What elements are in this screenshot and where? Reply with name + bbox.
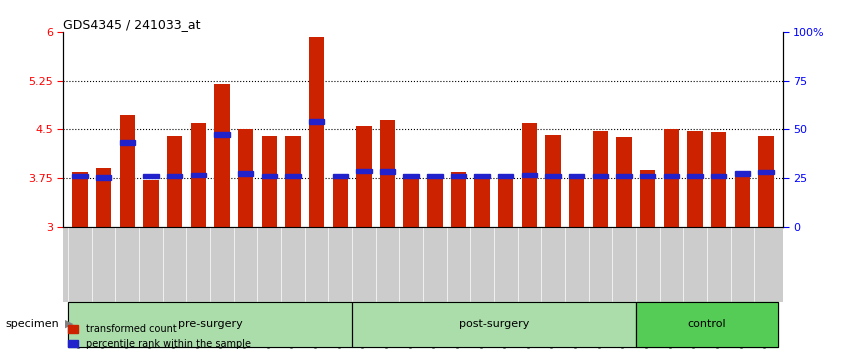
Bar [663,174,679,178]
Bar [238,129,253,227]
Bar [734,173,750,227]
Bar [69,302,352,347]
Bar [758,170,774,175]
Bar [72,174,88,178]
Bar [451,174,466,178]
Bar [475,174,490,178]
Bar [640,170,656,227]
Bar [758,136,774,227]
Bar [380,170,395,174]
Bar [190,173,206,177]
Text: ▶: ▶ [65,319,74,329]
Bar [309,119,324,124]
Text: control: control [688,319,726,330]
Bar [167,136,183,227]
Bar [72,172,88,227]
Bar [617,174,632,178]
Bar [711,174,727,178]
Bar [404,174,419,178]
Bar [687,131,703,227]
Bar [352,302,636,347]
Bar [261,174,277,178]
Bar [451,172,466,227]
Bar [96,169,112,227]
Bar [309,37,324,227]
Bar [546,174,561,178]
Bar [119,140,135,144]
Bar [498,174,514,178]
Text: pre-surgery: pre-surgery [178,319,243,330]
Bar [96,175,112,179]
Bar [143,180,159,227]
Bar [190,123,206,227]
Bar [427,174,442,178]
Bar [69,302,352,347]
Bar [261,136,277,227]
Bar [569,174,585,178]
Bar [663,129,679,227]
Bar [404,173,419,227]
Bar [285,174,300,178]
Bar [569,173,585,227]
Bar [356,169,371,173]
Bar [332,174,348,178]
Bar [475,173,490,227]
Bar [352,302,636,347]
Bar [214,84,229,227]
Bar [285,136,300,227]
Bar [636,302,777,347]
Bar [498,173,514,227]
Bar [143,174,159,178]
Bar [356,126,371,227]
Bar [119,115,135,227]
Bar [167,174,183,178]
Bar [687,174,703,178]
Bar [380,120,395,227]
Legend: transformed count, percentile rank within the sample: transformed count, percentile rank withi… [69,324,250,349]
Bar [593,174,608,178]
Bar [593,131,608,227]
Bar [214,132,229,137]
Text: GDS4345 / 241033_at: GDS4345 / 241033_at [63,18,201,31]
Bar [522,173,537,177]
Bar [427,173,442,227]
Bar [332,175,348,227]
Bar [636,302,777,347]
Text: specimen: specimen [5,319,59,329]
Bar [711,132,727,227]
Bar [546,135,561,227]
Bar [640,174,656,178]
Bar [617,137,632,227]
Bar [734,171,750,176]
Bar [238,171,253,176]
Text: post-surgery: post-surgery [459,319,529,330]
Bar [522,123,537,227]
